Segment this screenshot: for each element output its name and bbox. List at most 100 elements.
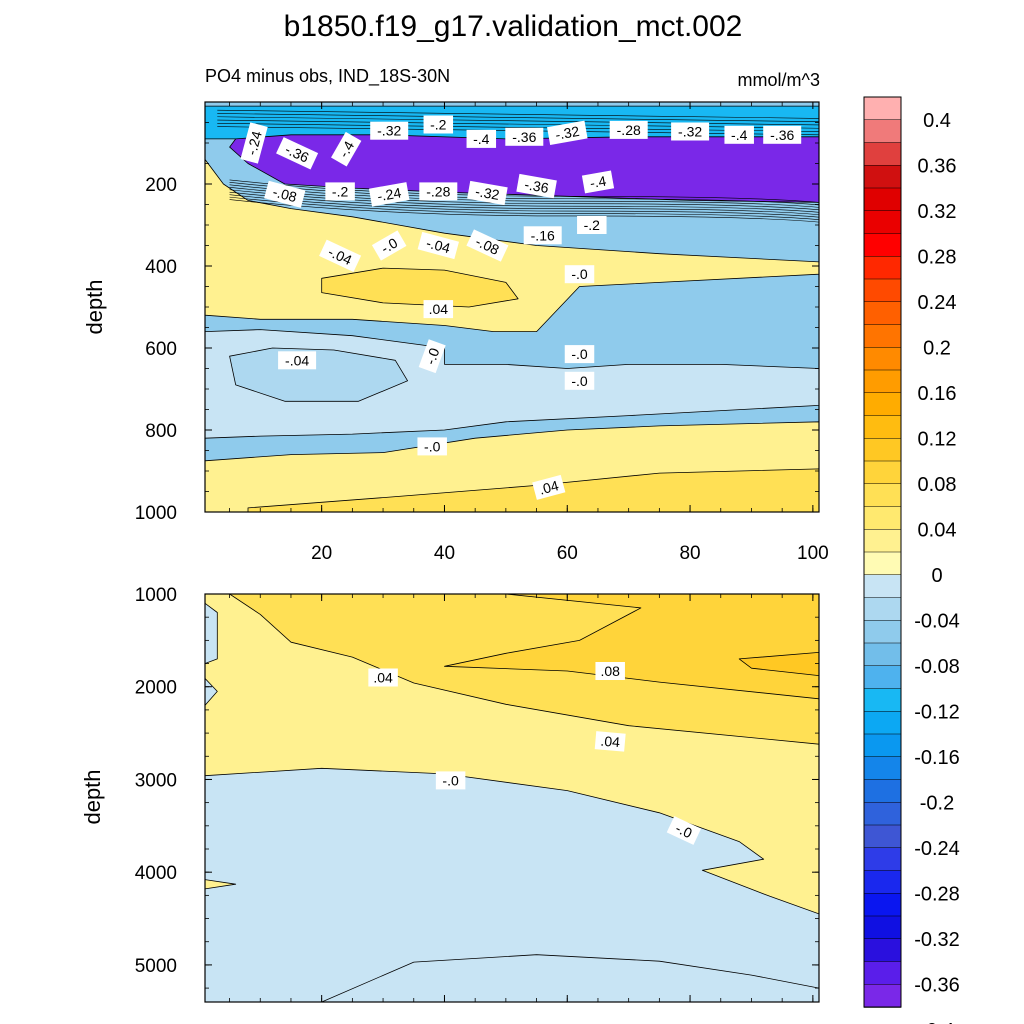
contour-label-text: -.2: [430, 117, 447, 133]
y-tick-label: 1000: [135, 503, 177, 524]
contour-line: [229, 191, 819, 216]
colorbar-label: -0.08: [914, 656, 960, 678]
contour-label: -.16: [523, 226, 562, 245]
colorbar-swatch: [863, 506, 902, 530]
contour-label-text: -.0: [442, 772, 459, 788]
contour-label: -.24: [240, 122, 268, 164]
contour-label-text: -.04: [285, 352, 309, 368]
contour-band: [205, 105, 819, 140]
contour-label: -.04: [417, 231, 459, 260]
contour-label-text: -.36: [512, 129, 536, 145]
contour-label-bg: [264, 180, 306, 208]
contour-label-bg: [532, 474, 566, 500]
contour-label-bg: [577, 216, 607, 234]
contour-band: [321, 954, 819, 1002]
contour-band: [444, 594, 819, 700]
contour-label-text: .08: [600, 663, 620, 679]
colorbar-swatch: [863, 369, 902, 394]
contour-label: -.0: [564, 265, 595, 284]
contour-label: -.28: [419, 182, 458, 201]
y-tick-label: 200: [145, 175, 177, 196]
y-tick-label: 600: [145, 339, 177, 360]
colorbar-swatch: [863, 415, 902, 439]
contour-label: -.4: [581, 170, 615, 194]
colorbar-label: 0.32: [918, 201, 957, 223]
contour-band: [321, 267, 519, 308]
contour-label-text: -.36: [770, 127, 794, 143]
contour-label: -.0: [371, 230, 407, 261]
contour-label-text: -.0: [571, 266, 588, 282]
colorbar-label: 0.36: [918, 155, 957, 177]
contour-label-text: -.32: [554, 123, 581, 143]
colorbar-swatch: [863, 961, 902, 985]
colorbar-swatch: [863, 551, 902, 576]
contour-label: .04: [532, 474, 566, 500]
colorbar-swatch: [863, 733, 902, 758]
contour-label: -.2: [577, 216, 607, 234]
colorbar-swatch: [863, 324, 902, 348]
contour-line: [229, 186, 819, 211]
colorbar-label: 0.24: [918, 292, 957, 314]
contour-label-bg: [423, 300, 454, 319]
contour-label-bg: [594, 731, 626, 752]
contour-label-text: -.36: [523, 176, 550, 196]
y-tick-label: 400: [145, 257, 177, 278]
figure-title: b1850.f19_g17.validation_mct.002: [284, 10, 743, 43]
contour-label-bg: [666, 816, 702, 845]
colorbar-swatch: [863, 779, 902, 803]
colorbar-swatch: [863, 96, 902, 121]
colorbar-swatch: [863, 233, 902, 257]
contour-label: -.32: [370, 121, 409, 140]
x-tick-label: 100: [797, 543, 829, 564]
contour-line: [229, 196, 819, 220]
colorbar-swatch: [863, 301, 902, 326]
contour-band: [205, 602, 218, 664]
colorbar-label: -0.4: [920, 1020, 954, 1024]
colorbar-label: 0.16: [918, 383, 957, 405]
contour-label-text: -.4: [335, 138, 357, 160]
contour-label: -.28: [609, 120, 648, 139]
colorbar-swatch: [863, 642, 902, 667]
colorbar-label: -0.16: [914, 747, 960, 769]
colorbar-swatch: [863, 938, 902, 963]
colorbar-swatch: [863, 256, 902, 280]
contour-label-text: -.24: [376, 184, 403, 204]
y-tick-label: 2000: [135, 678, 177, 699]
colorbar-swatch: [863, 984, 902, 1008]
colorbar-swatch: [863, 620, 902, 644]
contour-label-text: -.04: [425, 235, 453, 257]
contour-label-text: -.08: [271, 183, 299, 205]
colorbar-frame: [863, 96, 902, 1008]
x-tick-label: 40: [434, 543, 455, 564]
colorbar-swatch: [863, 847, 902, 872]
contour-label-bg: [609, 120, 648, 139]
contour-label-bg: [371, 230, 407, 261]
colorbar-swatch: [863, 438, 902, 462]
contour-label-bg: [370, 121, 409, 140]
contour-label-bg: [466, 229, 509, 262]
contour-label: -.0: [435, 771, 466, 790]
colorbar-swatch: [863, 688, 902, 712]
contour-label: -.0: [564, 345, 595, 364]
lower-panel: depth 1000 2000 3000 4000 5000 .04 .08 .04 -.0 -.…: [80, 585, 820, 1003]
colorbar-label: 0.28: [918, 246, 957, 268]
contour-band: [247, 468, 819, 512]
contour-line: [229, 182, 819, 206]
contour-label-bg: [671, 122, 710, 141]
colorbar-swatch: [863, 915, 902, 940]
contour-label-text: -.32: [474, 183, 501, 203]
contour-label: -.0: [666, 816, 702, 845]
colorbar-label: 0.12: [918, 428, 957, 450]
contour-label-text: -.0: [673, 820, 695, 841]
lower-y-axis-label: depth: [80, 769, 105, 824]
colorbar-swatch: [863, 824, 902, 849]
contour-label: -.32: [467, 180, 508, 206]
y-tick-label: 3000: [135, 770, 177, 791]
x-tick-label: 80: [679, 543, 700, 564]
contour-label-text: -.0: [378, 234, 400, 256]
colorbar-swatch: [863, 187, 902, 212]
colorbar-swatch: [863, 142, 902, 166]
contour-label-bg: [466, 129, 497, 148]
contour-label-text: -.0: [571, 346, 588, 362]
contour-label-bg: [523, 226, 562, 245]
